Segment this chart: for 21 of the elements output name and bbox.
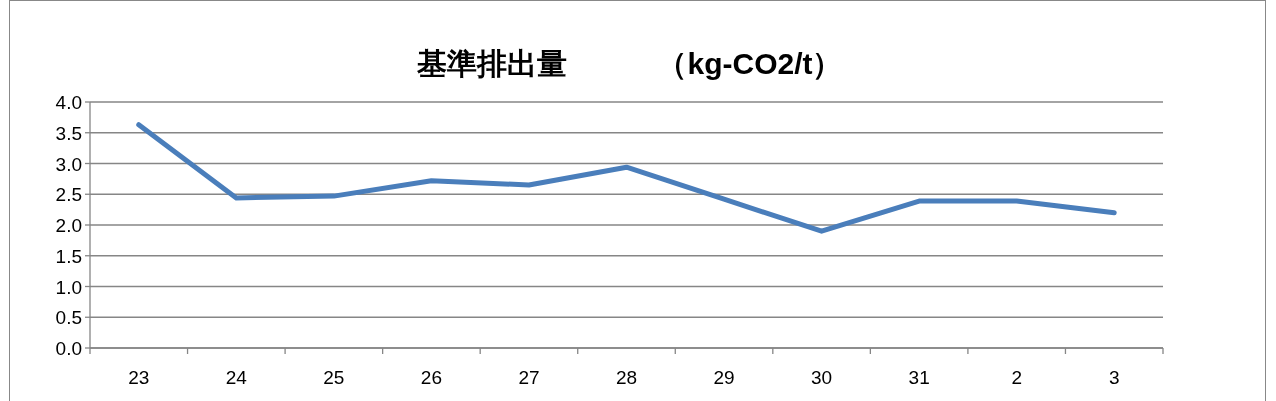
x-tick-label: 23 — [128, 367, 150, 388]
y-tick-label: 3.5 — [55, 122, 82, 144]
y-tick-label: 1.5 — [55, 245, 82, 267]
y-tick-label: 2.5 — [55, 184, 82, 206]
x-tick-label: 25 — [323, 367, 345, 388]
x-tick-label: 26 — [420, 367, 442, 388]
x-tick-label: 2 — [1011, 367, 1022, 388]
x-tick-label: 28 — [615, 367, 638, 388]
x-tick-label: 31 — [908, 367, 930, 388]
x-tick-label: 30 — [811, 367, 833, 388]
y-tick-label: 0.0 — [55, 338, 82, 359]
y-tick-label: 3.0 — [55, 153, 82, 175]
y-tick-label: 4.0 — [55, 92, 82, 113]
y-tick-label: 0.5 — [55, 307, 82, 329]
x-tick-label: 27 — [518, 367, 540, 388]
y-tick-label: 2.0 — [55, 215, 82, 236]
x-tick-label: 3 — [1108, 367, 1120, 388]
chart-title: 基準排出量 （kg-CO2/t） — [416, 47, 843, 80]
x-tick-label: 29 — [713, 367, 735, 388]
x-tick-label: 24 — [225, 367, 248, 388]
y-tick-label: 1.0 — [55, 276, 82, 298]
